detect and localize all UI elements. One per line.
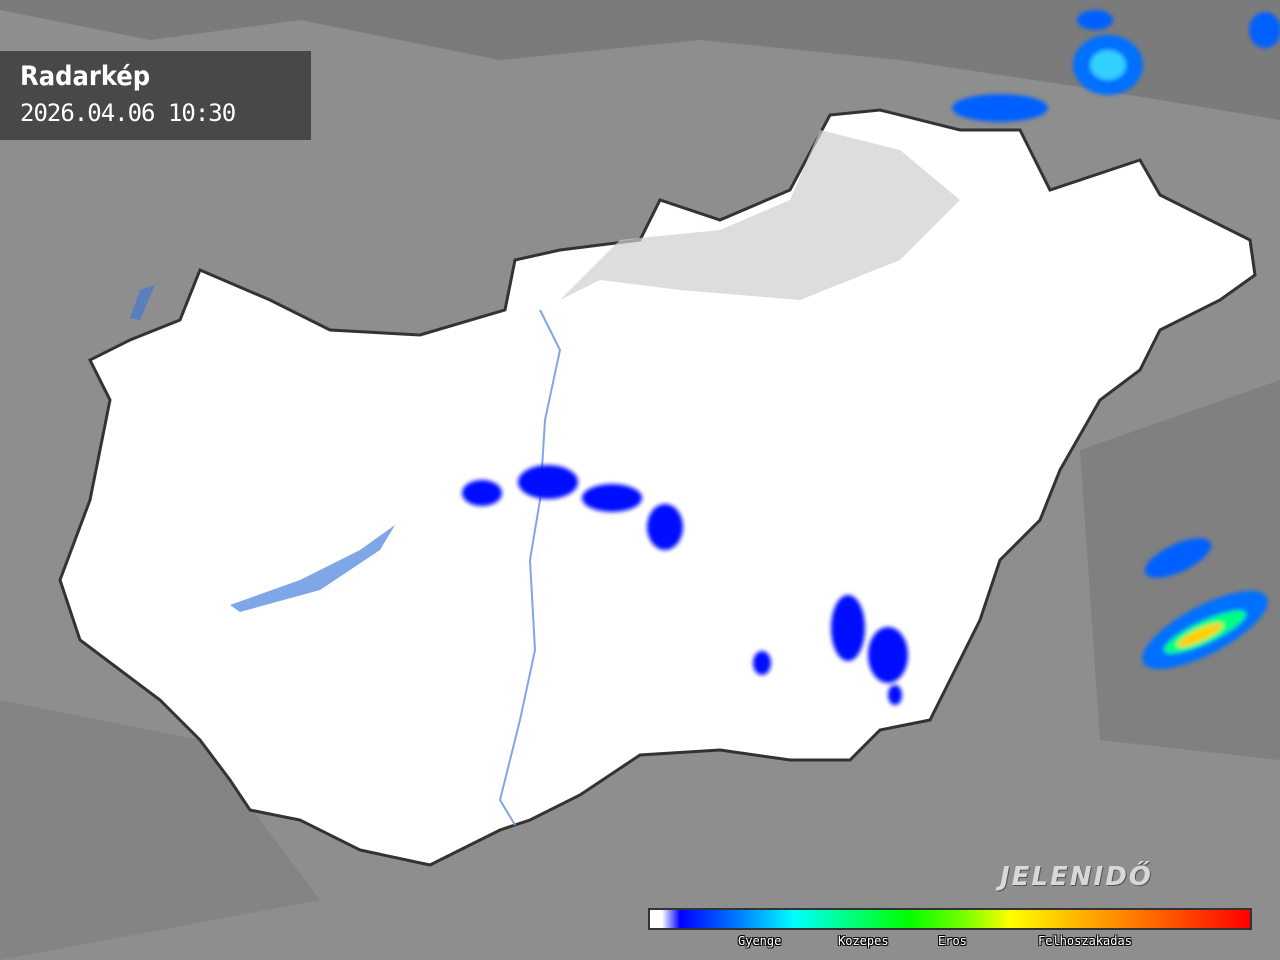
- legend-label-moderate: Kozepes: [838, 934, 889, 948]
- precip-cell: [582, 484, 642, 512]
- precip-core-strong: [1177, 623, 1223, 647]
- timestamp: 2026.04.06 10:30: [20, 99, 236, 127]
- precip-cell: [831, 595, 865, 661]
- legend-label-downpour: Felhoszakadas: [1038, 934, 1132, 948]
- precip-cell: [1144, 538, 1212, 578]
- precip-cell: [888, 685, 902, 705]
- northern-hills: [560, 130, 960, 300]
- intensity-legend-bar: [648, 908, 1252, 930]
- danube-river: [498, 309, 562, 826]
- logo: JELENIDŐ: [1000, 862, 1153, 892]
- terrain-southwest: [0, 700, 320, 960]
- lake-neusiedl: [130, 285, 155, 320]
- precip-cell: [753, 651, 771, 675]
- mountain-terrain: [0, 0, 1280, 120]
- legend-label-weak: Gyenge: [738, 934, 782, 948]
- lake-balaton: [230, 525, 395, 612]
- precip-cell: [647, 504, 683, 550]
- title-panel: Radarkép 2026.04.06 10:30: [0, 51, 311, 140]
- precip-cell: [868, 627, 908, 683]
- precip-cell: [1249, 12, 1280, 48]
- precip-cell: [952, 94, 1048, 122]
- precip-cell: [462, 480, 502, 506]
- precipitation-layer: [462, 10, 1280, 705]
- page-title: Radarkép: [20, 61, 151, 92]
- precip-cell: [1077, 10, 1113, 30]
- precip-core: [1090, 50, 1126, 80]
- precip-cell: [518, 465, 578, 499]
- legend-label-strong: Eros: [938, 934, 967, 948]
- hungary-country: [58, 108, 1257, 867]
